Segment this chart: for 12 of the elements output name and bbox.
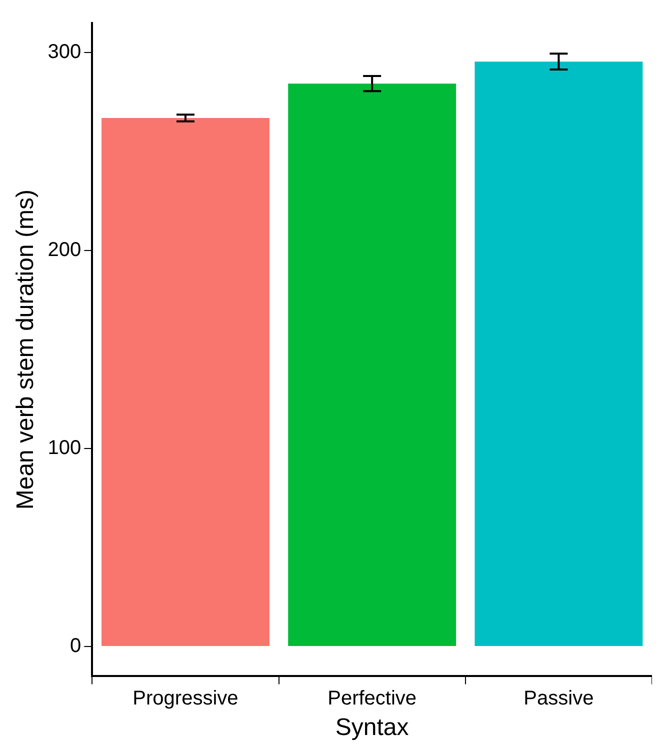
x-tick-label: Progressive [132, 688, 238, 710]
y-tick-label: 200 [48, 239, 82, 262]
x-axis-title: Syntax [335, 714, 409, 742]
y-tick-label: 0 [70, 635, 82, 658]
bar [102, 118, 270, 646]
y-tick-label: 300 [48, 41, 82, 64]
y-tick-label: 100 [48, 437, 82, 460]
y-axis-title: Mean verb stem duration (ms) [12, 190, 40, 510]
x-tick-label: Perfective [328, 688, 417, 710]
x-tick-label: Passive [524, 688, 594, 710]
bar [288, 84, 456, 646]
bar [474, 62, 643, 646]
